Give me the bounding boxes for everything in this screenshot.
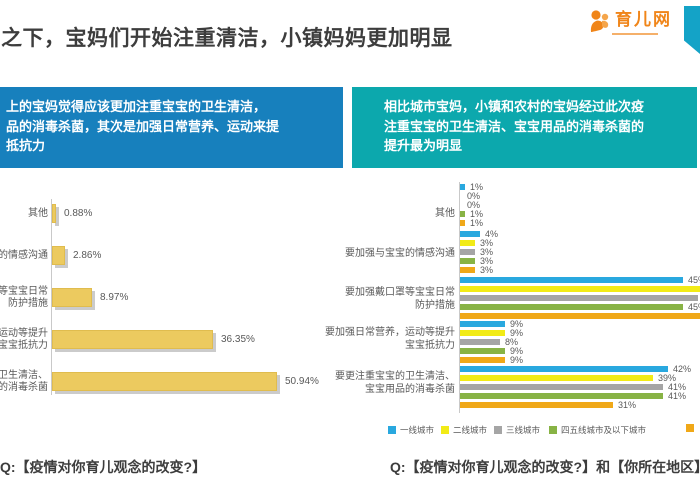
grouped-bar-value-label: 3% xyxy=(480,238,494,248)
grouped-bar xyxy=(460,313,700,319)
category-label: 其他 xyxy=(435,208,455,219)
bar-value-label: 8.97% xyxy=(100,292,129,303)
grouped-bar xyxy=(460,267,475,273)
grouped-bar-value-label: 0% xyxy=(467,191,481,201)
grouped-bar xyxy=(460,231,480,237)
grouped-bar-value-label: 45% xyxy=(688,275,700,285)
grouped-bar xyxy=(460,211,465,217)
grouped-bar xyxy=(460,220,465,226)
grouped-bar-value-label: 1% xyxy=(470,182,484,192)
grouped-bar xyxy=(460,304,683,310)
grouped-bar xyxy=(460,295,698,301)
legend-label: 四五线城市及以下城市 xyxy=(561,425,647,435)
grouped-bar xyxy=(460,286,700,292)
grouped-bar-value-label: 8% xyxy=(505,337,519,347)
grouped-bar xyxy=(460,384,663,390)
category-label: 等宝宝日常 防护措施 xyxy=(0,286,48,309)
bar-value-label: 50.94% xyxy=(285,376,319,387)
category-label: 的情感沟通 xyxy=(0,250,48,261)
grouped-bar xyxy=(460,402,613,408)
bar-row-2 xyxy=(52,288,92,307)
callout-right: 相比城市宝妈，小镇和农村的宝妈经过此次疫 注重宝宝的卫生清洁、宝宝用品的消毒杀菌… xyxy=(352,87,697,168)
legend-item: 三线城市 xyxy=(494,424,540,436)
grouped-bar-value-label: 41% xyxy=(668,382,687,392)
grouped-bar-value-label: 0% xyxy=(467,200,481,210)
grouped-bar-value-label: 3% xyxy=(480,265,494,275)
legend-label: 二线城市 xyxy=(453,425,488,435)
grouped-bar-value-label: 9% xyxy=(510,355,524,365)
grouped-bar xyxy=(460,258,475,264)
grouped-bar xyxy=(460,339,500,345)
bar-row-0 xyxy=(52,204,56,223)
grouped-bar-value-label: 9% xyxy=(510,319,524,329)
legend-item: 二线城市 xyxy=(441,424,487,436)
bar-row-3 xyxy=(52,330,213,349)
legend-swatch xyxy=(441,426,449,434)
legend-swatch xyxy=(549,426,557,434)
grouped-bar xyxy=(460,249,475,255)
logo-tagline-rule xyxy=(612,33,658,35)
legend-swatch xyxy=(388,426,396,434)
bar-row-4 xyxy=(52,372,277,391)
grouped-bar-value-label: 42% xyxy=(673,364,692,374)
site-logo: 育儿网 xyxy=(588,8,672,39)
category-label: 运动等提升 宝宝抵抗力 xyxy=(0,328,48,351)
grouped-bar xyxy=(460,375,653,381)
right-chart-axis xyxy=(459,182,460,413)
grouped-bar-value-label: 41% xyxy=(668,391,687,401)
grouped-bar xyxy=(460,357,505,363)
grouped-bar xyxy=(460,321,505,327)
page-title: 之下，宝妈们开始注重清洁，小镇妈妈更加明显 xyxy=(1,27,453,50)
grouped-bar xyxy=(460,240,475,246)
legend-item: 一线城市 xyxy=(388,424,434,436)
legend-swatch xyxy=(494,426,502,434)
category-label: 要加强与宝宝的情感沟通 xyxy=(345,248,455,259)
grouped-bar xyxy=(460,393,663,399)
category-label: 要更注重宝宝的卫生清洁、 宝宝用品的消毒杀菌 xyxy=(335,371,455,395)
site-logo-text: 育儿网 xyxy=(615,10,672,29)
callout-left: 上的宝妈觉得应该更加注重宝宝的卫生清洁， 品的消毒杀菌，其次是加强日常营养、运动… xyxy=(0,87,343,168)
grouped-bar-value-label: 1% xyxy=(470,218,484,228)
caption-right-question: Q:【疫情对你育儿观念的改变?】和【你所在地区】 xyxy=(390,459,700,475)
caption-left-question: Q:【疫情对你育儿观念的改变?】 xyxy=(0,459,207,475)
grouped-bar xyxy=(460,184,465,190)
legend-item: 四五线城市及以下城市 xyxy=(549,424,646,436)
grouped-bar-value-label: 3% xyxy=(480,256,494,266)
legend-label: 一线城市 xyxy=(400,425,435,435)
category-label: 其他 xyxy=(28,208,48,219)
category-label: 要加强戴口罩等宝宝日常 防护措施 xyxy=(345,287,455,311)
corner-ribbon xyxy=(684,6,700,54)
yuerwang-logo-icon xyxy=(588,8,612,39)
grouped-bar-value-label: 9% xyxy=(510,328,524,338)
grouped-bar xyxy=(460,348,505,354)
legend-item xyxy=(686,424,694,432)
grouped-bar xyxy=(460,366,668,372)
grouped-bar-value-label: 9% xyxy=(510,346,524,356)
legend-label: 三线城市 xyxy=(506,425,541,435)
bar-value-label: 36.35% xyxy=(221,334,255,345)
grouped-bar-value-label: 31% xyxy=(618,400,637,410)
bar-value-label: 2.86% xyxy=(73,250,102,261)
grouped-bar-value-label: 3% xyxy=(480,247,494,257)
grouped-bar-value-label: 1% xyxy=(470,209,484,219)
grouped-bar-value-label: 39% xyxy=(658,373,677,383)
grouped-bar xyxy=(460,277,683,283)
bar-value-label: 0.88% xyxy=(64,208,93,219)
left-chart-axis xyxy=(51,199,52,395)
category-label: 的卫生清洁、 的消毒杀菌 xyxy=(0,370,48,393)
legend-swatch xyxy=(686,424,694,432)
bar-row-1 xyxy=(52,246,65,265)
grouped-bar xyxy=(460,330,505,336)
category-label: 要加强日常营养，运动等提升 宝宝抵抗力 xyxy=(325,327,455,351)
grouped-bar-value-label: 4% xyxy=(485,229,499,239)
grouped-bar-value-label: 45% xyxy=(688,302,700,312)
